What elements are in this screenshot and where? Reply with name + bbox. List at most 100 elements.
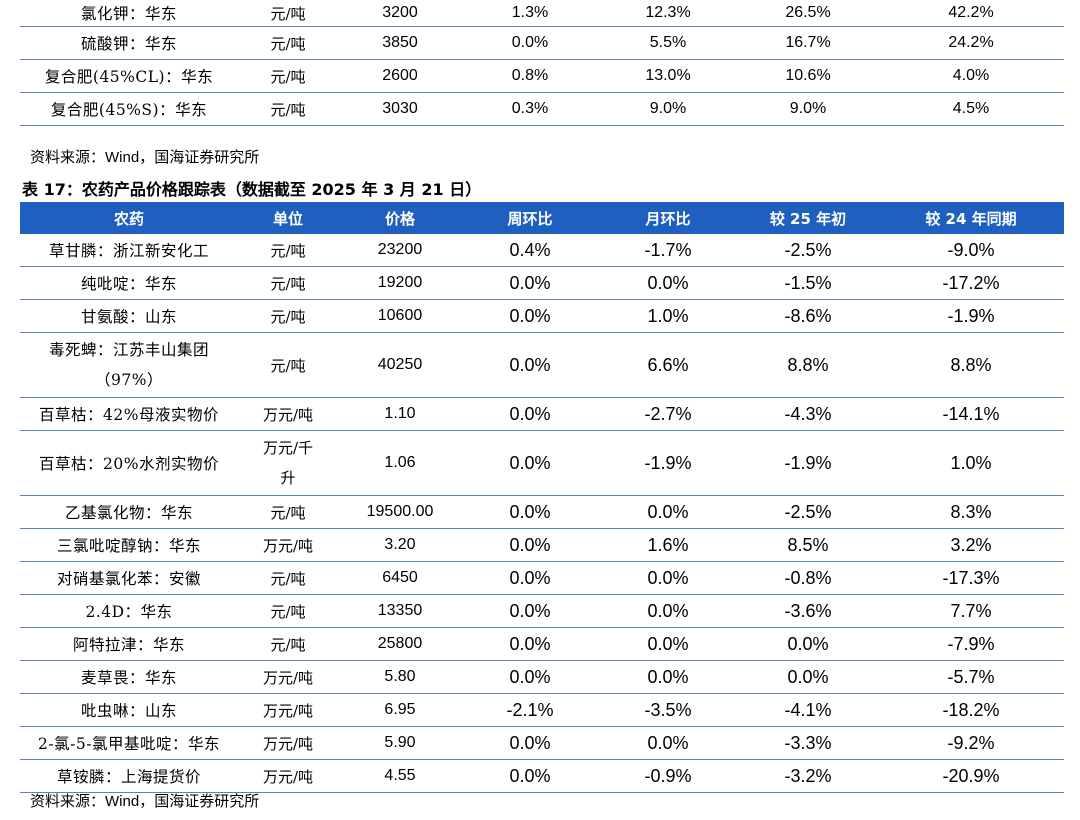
product-name: 百草枯：20%水剂实物价 <box>20 430 238 496</box>
wow-change: 0.0% <box>462 430 598 496</box>
source-wind: Wind <box>105 149 140 166</box>
yoy-change: 4.5% <box>878 92 1064 126</box>
product-name: 麦草畏：华东 <box>20 660 238 694</box>
wow-change: 0.0% <box>462 26 598 60</box>
price: 13350 <box>338 594 462 628</box>
price: 19200 <box>338 266 462 300</box>
ytd-change: 16.7% <box>738 26 878 60</box>
price: 2600 <box>338 59 462 93</box>
yoy-change: 8.3% <box>878 495 1064 529</box>
mom-change: 5.5% <box>598 26 738 60</box>
price: 3030 <box>338 92 462 126</box>
header-product: 农药 <box>20 202 238 234</box>
table-row: 复合肥(45%CL)：华东 元/吨 2600 0.8% 13.0% 10.6% … <box>20 59 1064 93</box>
product-name: 草铵膦：上海提货价 <box>20 759 238 793</box>
yoy-change: 1.0% <box>878 430 1064 496</box>
unit: 元/吨 <box>238 332 338 398</box>
yoy-change: 24.2% <box>878 26 1064 60</box>
product-name: 复合肥(45%S)：华东 <box>20 92 238 126</box>
table-row: 草铵膦：上海提货价 万元/吨 4.55 0.0% -0.9% -3.2% -20… <box>20 759 1064 793</box>
unit: 元/吨 <box>238 627 338 661</box>
price: 3.20 <box>338 528 462 562</box>
yoy-change: -9.2% <box>878 726 1064 760</box>
product-name: 阿特拉津：华东 <box>20 627 238 661</box>
yoy-change: -9.0% <box>878 234 1064 267</box>
table-row: 毒死蜱：江苏丰山集团 （97%） 元/吨 40250 0.0% 6.6% 8.8… <box>20 332 1064 398</box>
source-note: 资料来源：Wind，国海证券研究所 <box>30 790 259 811</box>
header-ytd: 较 25 年初 <box>738 202 878 234</box>
ytd-change: 10.6% <box>738 59 878 93</box>
yoy-change: -20.9% <box>878 759 1064 793</box>
wow-change: -2.1% <box>462 693 598 727</box>
unit: 元/吨 <box>238 26 338 60</box>
ytd-change: -8.6% <box>738 299 878 333</box>
product-name: 硫酸钾：华东 <box>20 26 238 60</box>
price: 25800 <box>338 627 462 661</box>
ytd-change: -3.3% <box>738 726 878 760</box>
wow-change: 0.0% <box>462 299 598 333</box>
ytd-change: -2.5% <box>738 234 878 267</box>
source-prefix: 资料来源： <box>30 148 106 166</box>
fertilizer-price-table: 氯化钾：华东 元/吨 3200 1.3% 12.3% 26.5% 42.2% 硫… <box>20 0 1064 126</box>
product-name: 吡虫啉：山东 <box>20 693 238 727</box>
table-row: 对硝基氯化苯：安徽 元/吨 6450 0.0% 0.0% -0.8% -17.3… <box>20 561 1064 595</box>
price: 6.95 <box>338 693 462 727</box>
ytd-change: 26.5% <box>738 0 878 27</box>
mom-change: 0.0% <box>598 726 738 760</box>
yoy-change: -5.7% <box>878 660 1064 694</box>
unit-line1: 万元/千 <box>262 439 314 457</box>
table-header-row: 农药 单位 价格 周环比 月环比 较 25 年初 较 24 年同期 <box>20 202 1064 234</box>
price: 1.10 <box>338 397 462 431</box>
mom-change: -3.5% <box>598 693 738 727</box>
table-row: 纯吡啶：华东 元/吨 19200 0.0% 0.0% -1.5% -17.2% <box>20 266 1064 300</box>
yoy-change: 42.2% <box>878 0 1064 27</box>
unit: 元/吨 <box>238 59 338 93</box>
unit: 万元/吨 <box>238 759 338 793</box>
mom-change: 9.0% <box>598 92 738 126</box>
yoy-change: -1.9% <box>878 299 1064 333</box>
table-row: 复合肥(45%S)：华东 元/吨 3030 0.3% 9.0% 9.0% 4.5… <box>20 92 1064 126</box>
wow-change: 0.0% <box>462 660 598 694</box>
wow-change: 0.0% <box>462 726 598 760</box>
table-row: 吡虫啉：山东 万元/吨 6.95 -2.1% -3.5% -4.1% -18.2… <box>20 693 1064 727</box>
price: 5.90 <box>338 726 462 760</box>
product-name-line2: （97%） <box>95 371 163 389</box>
header-wow: 周环比 <box>462 202 598 234</box>
table-row: 草甘膦：浙江新安化工 元/吨 23200 0.4% -1.7% -2.5% -9… <box>20 234 1064 267</box>
ytd-change: -3.2% <box>738 759 878 793</box>
ytd-change: 0.0% <box>738 660 878 694</box>
wow-change: 0.4% <box>462 234 598 267</box>
yoy-change: -14.1% <box>878 397 1064 431</box>
mom-change: -1.9% <box>598 430 738 496</box>
price: 40250 <box>338 332 462 398</box>
mom-change: 0.0% <box>598 266 738 300</box>
mom-change: 0.0% <box>598 561 738 595</box>
source-wind: Wind <box>105 793 140 810</box>
mom-change: -0.9% <box>598 759 738 793</box>
product-name: 毒死蜱：江苏丰山集团 （97%） <box>20 332 238 398</box>
product-name: 纯吡啶：华东 <box>20 266 238 300</box>
table-row: 2.4D：华东 元/吨 13350 0.0% 0.0% -3.6% 7.7% <box>20 594 1064 628</box>
mom-change: 6.6% <box>598 332 738 398</box>
price: 23200 <box>338 234 462 267</box>
ytd-change: -3.6% <box>738 594 878 628</box>
wow-change: 0.0% <box>462 495 598 529</box>
unit: 元/吨 <box>238 561 338 595</box>
yoy-change: -7.9% <box>878 627 1064 661</box>
mom-change: 0.0% <box>598 495 738 529</box>
product-name: 甘氨酸：山东 <box>20 299 238 333</box>
yoy-change: 7.7% <box>878 594 1064 628</box>
pesticide-price-table: 农药 单位 价格 周环比 月环比 较 25 年初 较 24 年同期 草甘膦：浙江… <box>20 202 1064 793</box>
unit: 万元/吨 <box>238 660 338 694</box>
price: 3200 <box>338 0 462 27</box>
ytd-change: 8.8% <box>738 332 878 398</box>
unit: 元/吨 <box>238 266 338 300</box>
table-row: 麦草畏：华东 万元/吨 5.80 0.0% 0.0% 0.0% -5.7% <box>20 660 1064 694</box>
price: 10600 <box>338 299 462 333</box>
ytd-change: -4.1% <box>738 693 878 727</box>
ytd-change: 8.5% <box>738 528 878 562</box>
product-name-line1: 毒死蜱：江苏丰山集团 <box>48 341 209 359</box>
wow-change: 0.0% <box>462 561 598 595</box>
price: 5.80 <box>338 660 462 694</box>
source-suffix: ，国海证券研究所 <box>139 148 260 166</box>
